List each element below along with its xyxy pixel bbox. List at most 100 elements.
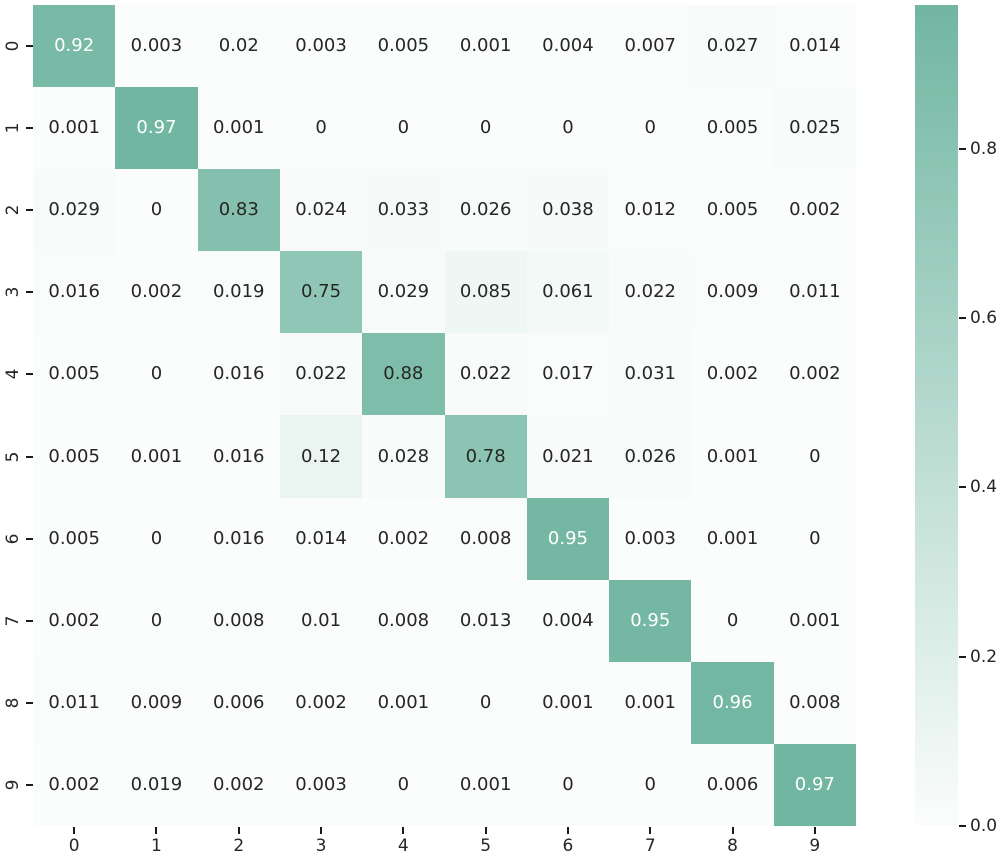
- cell-value: 0.92: [54, 35, 95, 57]
- y-tick-label: 0: [3, 40, 23, 52]
- x-tick-label: 2: [233, 836, 245, 856]
- cell-value: 0.005: [48, 527, 100, 549]
- y-tick-label: 6: [3, 533, 23, 545]
- heatmap-cell: 0.002: [362, 497, 445, 580]
- cell-value: 0.002: [212, 773, 265, 795]
- cell-value: 0: [726, 609, 739, 631]
- heatmap-cell: 0.011: [773, 251, 856, 334]
- cell-value: 0.004: [542, 609, 594, 631]
- y-tick-mark: [26, 619, 33, 622]
- x-tick-mark: [155, 827, 158, 834]
- x-tick-mark: [484, 827, 487, 834]
- heatmap-cell: 0.013: [444, 579, 527, 662]
- x-tick-label: 7: [644, 836, 656, 856]
- cell-value: 0.007: [624, 35, 676, 57]
- y-tick-label: 7: [3, 615, 23, 627]
- cell-value: 0.085: [459, 281, 512, 303]
- heatmap-cell: 0: [773, 415, 856, 498]
- cell-value: 0.005: [48, 363, 100, 385]
- heatmap-cell: 0.022: [444, 333, 527, 416]
- cell-value: 0.008: [212, 609, 265, 631]
- cell-value: 0.012: [624, 199, 676, 221]
- heatmap-cell: 0.12: [279, 415, 363, 498]
- cell-value: 0.002: [48, 773, 100, 795]
- cell-value: 0.97: [136, 117, 177, 139]
- cell-value: 0.014: [295, 527, 347, 549]
- heatmap-cell: 0: [773, 497, 856, 580]
- colorbar-tick-label: 0.6: [970, 308, 997, 329]
- heatmap-cell: 0.88: [362, 333, 445, 416]
- cell-value: 0.005: [377, 35, 430, 57]
- cell-value: 0.003: [624, 527, 676, 549]
- x-tick-label: 5: [480, 836, 492, 856]
- colorbar-tick-label: 0.2: [970, 646, 997, 667]
- x-tick-label: 8: [727, 836, 738, 856]
- heatmap-cell: 0.019: [197, 251, 280, 334]
- cell-value: 0: [397, 773, 410, 795]
- cell-value: 0.01: [301, 609, 342, 631]
- colorbar-tick-label: 0.8: [970, 138, 997, 159]
- y-tick-mark: [26, 701, 33, 704]
- cell-value: 0.009: [130, 691, 183, 713]
- heatmap-cell: 0.016: [33, 251, 116, 334]
- heatmap-cell: 0.029: [362, 251, 445, 334]
- x-tick-label: 3: [315, 836, 327, 856]
- cell-value: 0.005: [48, 445, 100, 467]
- heatmap-cell: 0.085: [444, 251, 527, 334]
- cell-value: 0.001: [706, 445, 759, 467]
- heatmap-cell: 0.003: [279, 5, 363, 88]
- x-tick-label: 9: [809, 836, 821, 856]
- x-tick-mark: [731, 827, 734, 834]
- heatmap-cell: 0.02: [197, 5, 280, 88]
- cell-value: 0.028: [377, 445, 430, 467]
- heatmap-cell: 0.005: [33, 415, 116, 498]
- cell-value: 0: [150, 609, 163, 631]
- heatmap-cell: 0.026: [444, 169, 527, 252]
- cell-value: 0.026: [459, 199, 512, 221]
- cell-value: 0.026: [624, 445, 676, 467]
- y-tick-mark: [26, 209, 33, 212]
- heatmap-cell: 0.002: [279, 661, 363, 744]
- heatmap-cell: 0.025: [773, 87, 856, 170]
- cell-value: 0: [315, 117, 327, 139]
- heatmap-cell: 0.006: [691, 743, 774, 826]
- cell-value: 0.95: [630, 609, 671, 631]
- cell-value: 0.016: [212, 527, 265, 549]
- heatmap-cell: 0.002: [773, 169, 856, 252]
- colorbar-tick-mark: [959, 655, 966, 658]
- heatmap-cell: 0: [362, 743, 445, 826]
- y-tick-label: 3: [3, 286, 23, 298]
- cell-value: 0.038: [542, 199, 594, 221]
- x-tick-label: 0: [68, 836, 80, 856]
- cell-value: 0.001: [459, 35, 512, 57]
- x-tick-mark: [813, 827, 816, 834]
- cell-value: 0.003: [295, 773, 347, 795]
- cell-value: 0.016: [212, 363, 265, 385]
- cell-value: 0.022: [624, 281, 676, 303]
- cell-value: 0.003: [130, 35, 183, 57]
- heatmap-cell: 0.001: [33, 87, 116, 170]
- heatmap-cell: 0.009: [115, 661, 198, 744]
- cell-value: 0: [562, 117, 574, 139]
- cell-value: 0.031: [624, 363, 676, 385]
- heatmap-cell: 0.003: [609, 497, 692, 580]
- heatmap-cell: 0.001: [691, 497, 774, 580]
- heatmap-cell: 0.001: [362, 661, 445, 744]
- heatmap-cell: 0.001: [444, 743, 527, 826]
- cell-value: 0.022: [295, 363, 347, 385]
- cell-value: 0.003: [295, 35, 347, 57]
- cell-value: 0: [397, 117, 410, 139]
- heatmap-cell: 0.95: [609, 579, 692, 662]
- heatmap-cell: 0.001: [115, 415, 198, 498]
- cell-value: 0.024: [295, 199, 347, 221]
- heatmap-cell: 0.033: [362, 169, 445, 252]
- heatmap-cell: 0.005: [33, 497, 116, 580]
- cell-value: 0.016: [212, 445, 265, 467]
- x-tick-label: 6: [562, 836, 574, 856]
- heatmap-cell: 0.004: [526, 5, 610, 88]
- heatmap-plot-area: 0.92 0.003 0.02 0.003 0.005 0.001 0.004 0.007 0.…: [33, 5, 856, 826]
- cell-value: 0.95: [547, 527, 588, 549]
- heatmap-cell: 0.005: [691, 169, 774, 252]
- cell-value: 0.022: [459, 363, 512, 385]
- heatmap-cell: 0.007: [609, 5, 692, 88]
